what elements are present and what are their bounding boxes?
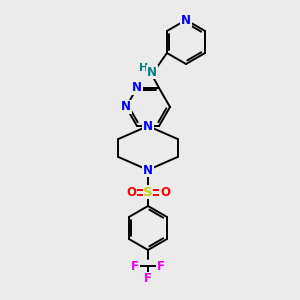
Text: N: N bbox=[143, 164, 153, 176]
Text: N: N bbox=[143, 119, 153, 133]
Text: O: O bbox=[160, 185, 170, 199]
Text: F: F bbox=[157, 260, 165, 272]
Text: F: F bbox=[131, 260, 139, 272]
Text: N: N bbox=[147, 65, 157, 79]
Text: F: F bbox=[144, 272, 152, 286]
Text: S: S bbox=[143, 185, 153, 199]
Text: N: N bbox=[181, 14, 191, 26]
Text: N: N bbox=[121, 100, 131, 113]
Text: H: H bbox=[140, 63, 148, 73]
Text: O: O bbox=[126, 185, 136, 199]
Text: N: N bbox=[132, 81, 142, 94]
